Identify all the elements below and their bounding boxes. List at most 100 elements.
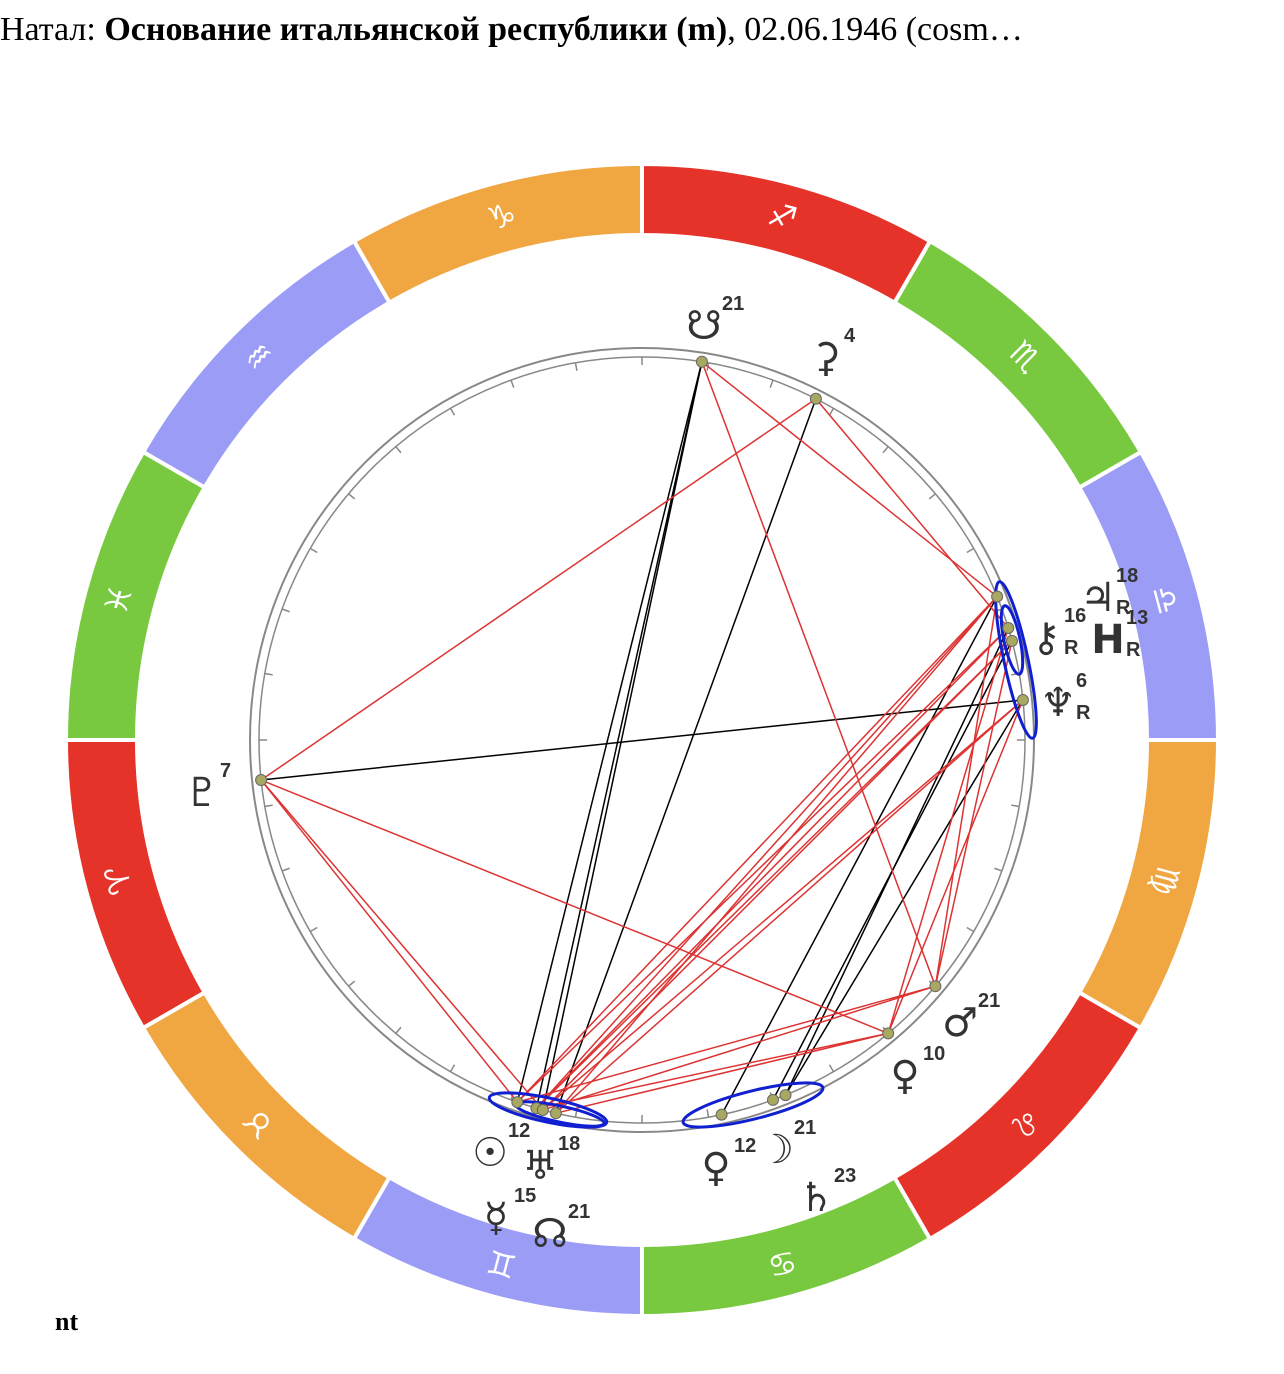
aspects (260, 361, 1024, 1115)
planet-glyph: H (1091, 617, 1124, 663)
aspect-line (887, 627, 1009, 1034)
planet-retro: R (1064, 637, 1079, 659)
tick (395, 446, 402, 454)
planet-degree: 10 (923, 1043, 945, 1065)
footer: nt (55, 1307, 78, 1336)
planet-dot (779, 1089, 792, 1102)
aspect-line (542, 699, 1024, 1111)
planet-glyph: ♆ (1040, 680, 1076, 726)
tick (449, 407, 456, 416)
cluster (487, 1091, 609, 1129)
aspect-line (555, 398, 817, 1114)
tick (706, 1109, 710, 1118)
planet-glyph: ♅ (522, 1143, 558, 1189)
planet-dot (715, 1108, 728, 1121)
aspect-line (535, 596, 998, 1109)
tick (928, 493, 936, 500)
planet-glyph: ☊ (532, 1211, 568, 1257)
cluster (994, 580, 1038, 740)
aspect-line (260, 779, 544, 1111)
cluster (681, 1081, 825, 1129)
tick (769, 379, 774, 388)
planet-dot (766, 1093, 779, 1106)
tick (882, 446, 889, 454)
planet-dot (255, 774, 268, 787)
tick (348, 980, 356, 987)
planet-dot (1016, 693, 1029, 706)
aspect-line (555, 596, 998, 1114)
planet-glyph: ⚳ (811, 335, 840, 381)
zodiac-ring: ♑♒♓♈♉♊ ♋♌♍♎♏♐ (63, 161, 1221, 1319)
tick (574, 362, 578, 371)
planet-glyph: ♄ (798, 1175, 834, 1221)
planet-degree: 18 (1116, 565, 1138, 587)
tick (281, 608, 290, 613)
aspect-line (535, 361, 703, 1109)
planet-glyph: ♂ (942, 1000, 978, 1046)
planet-glyph: ☽ (758, 1127, 794, 1173)
planet-dot (929, 980, 942, 993)
planet-degree: 12 (734, 1135, 756, 1157)
planet-degree: 6 (1076, 670, 1087, 692)
title-suffix: , 02.06.1946 (cosm… (727, 11, 1023, 48)
tick (1011, 804, 1020, 808)
planet-degree: 4 (844, 325, 856, 347)
aspect-line (260, 779, 518, 1103)
planet-glyph: ♀ (701, 1145, 730, 1191)
planet-glyph: ♃ (1080, 575, 1116, 621)
tick (449, 1064, 456, 1073)
outer-circle (249, 347, 1035, 1133)
aspect-line (934, 640, 1013, 987)
planet-degree: 23 (834, 1165, 856, 1187)
aspect-line (555, 1032, 889, 1114)
planet-retro: R (1126, 639, 1141, 661)
tick (828, 407, 835, 416)
aspect-line (535, 640, 1013, 1109)
planet-dot (991, 590, 1004, 603)
planet-glyph: ⚷ (1031, 615, 1060, 661)
tick (281, 867, 290, 872)
aspect-line (517, 985, 936, 1103)
aspect-line (555, 699, 1024, 1114)
planet-degree: 7 (220, 760, 231, 782)
planet-dot (511, 1096, 524, 1109)
title-prefix: Натал: (0, 11, 104, 48)
clusters (487, 580, 1038, 1129)
planet-dot (882, 1027, 895, 1040)
planet-degree: 21 (794, 1117, 816, 1139)
planet-retro: R (1076, 702, 1091, 724)
planet-dot (536, 1103, 549, 1116)
tick (348, 493, 356, 500)
tick (966, 547, 975, 554)
planet-degree: 21 (722, 293, 744, 315)
planet-glyph: ♀ (890, 1053, 919, 1099)
aspect-line (701, 361, 937, 987)
aspect-line (536, 1032, 889, 1109)
aspect-line (542, 361, 703, 1111)
aspect-line (701, 361, 998, 598)
tick (994, 867, 1003, 872)
aspect-line (260, 398, 817, 781)
planets: ☋ 21⚳ 4♃ 18R⚷ 16R H 13R♆ 6R♇ 7♂ 21♀ 10♀ 12 ☽ 21♄ 23☉ 12… (184, 293, 1148, 1257)
aspect-line (516, 627, 1009, 1103)
tick (264, 672, 273, 676)
aspect-line (542, 985, 936, 1111)
aspect-line (542, 640, 1013, 1111)
aspect-line (260, 779, 889, 1035)
aspect-line (535, 627, 1009, 1109)
planet-degree: 21 (978, 990, 1000, 1012)
aspect-line (516, 596, 998, 1103)
planet-retro: R (1116, 597, 1131, 619)
planet-degree: 18 (558, 1133, 580, 1155)
tick (309, 547, 318, 554)
tick (395, 1026, 402, 1034)
planet-degree: 13 (1126, 607, 1148, 629)
planet-glyph: ♇ (184, 770, 220, 816)
zodiac-sector (640, 161, 933, 306)
cluster (999, 604, 1025, 676)
tick (828, 1064, 835, 1073)
aspect-line (934, 596, 998, 987)
planet-degree: 16 (1064, 605, 1086, 627)
tick (309, 926, 318, 933)
title: Натал: Основание итальянской республики … (0, 11, 1023, 48)
